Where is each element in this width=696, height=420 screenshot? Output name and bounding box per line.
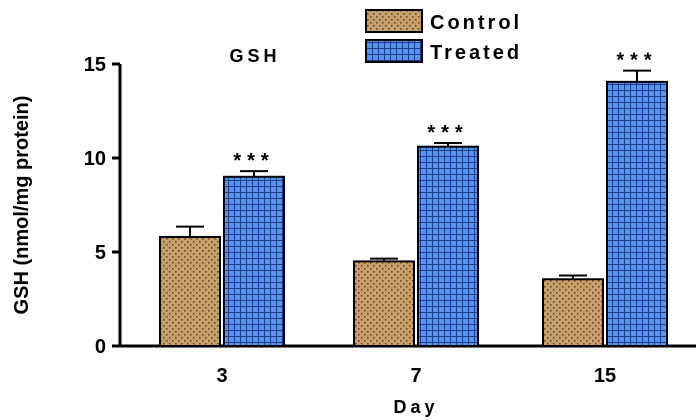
bar-control-day-7: [353, 260, 415, 347]
x-tick-label: 15: [594, 365, 616, 387]
bars: *** *** ***: [159, 50, 668, 348]
legend-label-control: Control: [430, 12, 522, 34]
y-ticks: 0 5 10 15: [84, 54, 120, 358]
bar-control-day-15: [542, 278, 604, 348]
y-tick-label: 15: [84, 54, 106, 76]
x-tick-label: 3: [216, 365, 227, 387]
y-tick-label: 0: [95, 336, 106, 358]
bar-treated-day-15: [606, 80, 668, 348]
y-tick-label: 5: [95, 242, 106, 264]
legend-swatch-control: [365, 9, 423, 33]
bar-treated-day-3: [223, 175, 285, 347]
significance-label: ***: [427, 122, 468, 144]
significance-label: ***: [616, 50, 657, 72]
bar-control-day-3: [159, 235, 221, 348]
significance-label: ***: [233, 150, 274, 172]
chart-title: GSH: [229, 46, 280, 66]
x-axis-label: Day: [393, 397, 438, 417]
y-tick-label: 10: [84, 148, 106, 170]
x-ticks: 3 7 15: [216, 365, 616, 387]
y-axis-label: GSH (nmol/mg protein): [11, 96, 33, 315]
bar-treated-day-7: [417, 145, 479, 347]
legend-label-treated: Treated: [430, 42, 522, 64]
legend-swatch-treated: [365, 39, 423, 63]
x-tick-label: 7: [410, 365, 421, 387]
legend: Control Treated: [365, 9, 522, 64]
